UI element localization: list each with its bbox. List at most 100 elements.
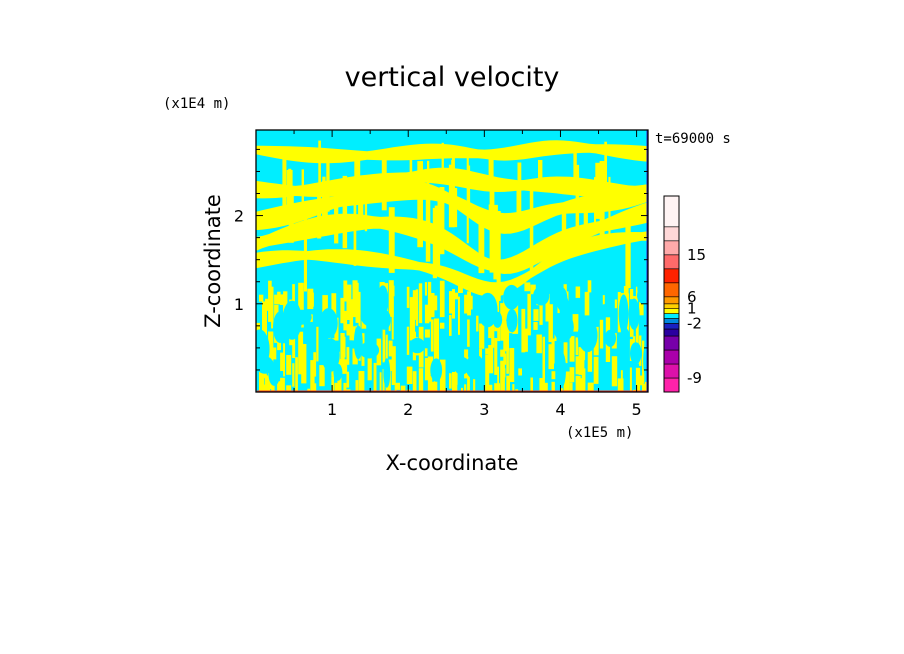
field-patch — [430, 358, 443, 382]
field-streak — [464, 384, 467, 392]
field-streak — [575, 356, 581, 375]
field-streak — [271, 347, 277, 360]
field-streak — [343, 280, 348, 302]
field-streak — [424, 348, 428, 357]
field-streak — [545, 292, 550, 322]
field-streak — [611, 356, 618, 387]
field-streak — [418, 283, 423, 324]
colorbar-cell — [663, 226, 680, 242]
colorbar-label: -9 — [687, 369, 702, 387]
field-streak — [524, 282, 531, 292]
field-streak — [458, 285, 463, 293]
field-patch — [628, 298, 640, 330]
field-plume — [561, 203, 567, 241]
colorbar-cell — [663, 318, 680, 324]
field-streak — [569, 382, 573, 392]
colorbar-cell — [663, 313, 680, 319]
field-plume — [282, 158, 287, 207]
field-streak — [274, 294, 278, 305]
field-streak — [524, 328, 528, 352]
field-plume — [599, 161, 605, 245]
field-streak — [295, 357, 298, 392]
field-streak — [394, 382, 400, 390]
field-streak — [572, 314, 579, 332]
field-patch — [553, 312, 574, 342]
colorbar-cell — [663, 240, 680, 256]
field-streak — [623, 286, 629, 309]
field-streak — [334, 382, 339, 392]
field-plume — [441, 142, 444, 177]
field-streak — [593, 356, 599, 384]
field-plume — [303, 218, 307, 292]
field-streak — [542, 336, 545, 379]
field-streak — [400, 385, 406, 392]
field-streak — [452, 289, 455, 319]
field-streak — [587, 382, 594, 392]
field-streak — [394, 390, 397, 392]
field-plume — [317, 183, 322, 239]
field-patch — [556, 351, 566, 389]
colorbar-cell — [663, 323, 680, 330]
field-plume — [434, 205, 441, 277]
field-streak — [376, 391, 382, 392]
x-axis-label: X-coordinate — [386, 451, 519, 475]
x-tick-label: 1 — [327, 400, 337, 419]
field-plume — [318, 140, 321, 208]
field-streak — [307, 388, 311, 392]
field-streak — [433, 318, 439, 363]
field-streak — [509, 348, 515, 382]
colorbar-cell — [663, 282, 680, 298]
field-streak — [635, 286, 638, 313]
field-streak — [367, 351, 372, 381]
field-patch — [409, 337, 425, 354]
field-streak — [427, 375, 433, 392]
field-streak — [382, 321, 386, 363]
field-streak — [319, 365, 325, 387]
field-streak — [452, 372, 458, 392]
field-plume — [608, 176, 611, 242]
field-streak — [427, 281, 432, 322]
field-streak — [346, 284, 352, 320]
field-plume — [604, 141, 607, 189]
field-streak — [542, 382, 548, 392]
field-streak — [575, 375, 581, 392]
field-streak — [424, 357, 431, 381]
field-patch — [383, 358, 391, 388]
field-streak — [569, 367, 575, 383]
field-streak — [430, 293, 435, 318]
field-streak — [503, 294, 507, 320]
field-streak — [415, 289, 419, 326]
field-streak — [527, 293, 531, 336]
field-streak — [439, 359, 446, 392]
velocity-field — [256, 130, 648, 415]
field-streak — [433, 295, 438, 311]
field-band — [256, 140, 648, 164]
y-axis: 12 — [234, 148, 648, 371]
field-streak — [470, 295, 473, 310]
field-streak — [277, 339, 281, 351]
field-streak — [497, 366, 499, 385]
field-streak — [464, 294, 469, 314]
field-streak — [503, 321, 509, 352]
field-streak — [645, 381, 648, 392]
field-streak — [536, 334, 542, 354]
field-streak — [512, 384, 515, 392]
field-streak — [563, 342, 568, 364]
field-streak — [313, 383, 317, 392]
field-patch — [618, 294, 629, 334]
field-streak — [262, 384, 267, 392]
field-streak — [458, 296, 460, 335]
field-streak — [539, 378, 545, 392]
field-plume — [286, 170, 293, 208]
field-streak — [301, 344, 307, 384]
field-streak — [503, 368, 506, 378]
field-streak — [439, 280, 445, 318]
field-plume — [467, 165, 471, 217]
field-plume — [448, 164, 455, 228]
field-streak — [418, 368, 424, 392]
field-streak — [599, 319, 604, 349]
field-patch — [321, 338, 340, 372]
field-streak — [518, 368, 522, 376]
field-streak — [594, 392, 599, 415]
field-streak — [491, 390, 494, 392]
